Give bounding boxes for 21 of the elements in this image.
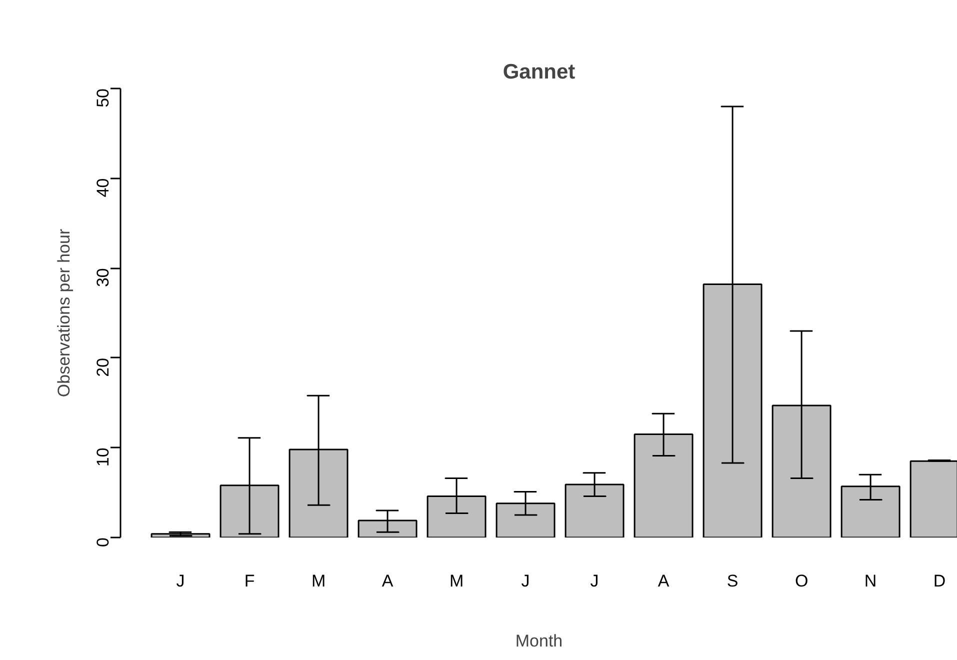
x-tick-label: S — [726, 572, 738, 590]
y-tick-label: 0 — [94, 537, 112, 547]
x-axis-title: Month — [515, 632, 563, 650]
y-tick-label: 40 — [94, 178, 112, 198]
x-tick-label: N — [864, 572, 877, 590]
y-axis-title: Observations per hour — [54, 228, 74, 398]
x-tick-label: J — [176, 572, 185, 590]
x-tick-label: F — [244, 572, 255, 590]
x-tick-label: M — [449, 572, 464, 590]
y-tick-label: 50 — [94, 88, 112, 108]
y-tick-label: 10 — [94, 448, 112, 467]
x-tick-label: M — [311, 572, 326, 590]
y-tick-label: 20 — [94, 358, 112, 377]
x-tick-label: A — [658, 572, 670, 590]
y-tick-label: 30 — [94, 268, 112, 288]
x-tick-label: O — [794, 572, 808, 590]
chart-title: Gannet — [502, 60, 576, 84]
x-tick-label: A — [382, 572, 394, 590]
x-tick-label: J — [590, 572, 599, 590]
x-tick-label: J — [521, 572, 530, 590]
x-tick-label: D — [933, 572, 946, 590]
